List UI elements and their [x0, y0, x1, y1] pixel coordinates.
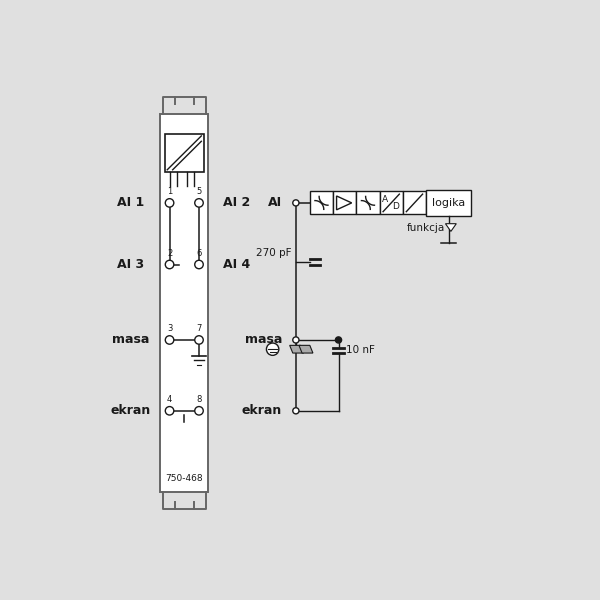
Text: logika: logika: [432, 198, 465, 208]
Circle shape: [266, 343, 279, 355]
Circle shape: [195, 407, 203, 415]
Text: 5: 5: [196, 187, 202, 196]
Text: AI 1: AI 1: [117, 196, 145, 209]
Polygon shape: [445, 224, 457, 232]
Text: 10 nF: 10 nF: [346, 346, 375, 355]
Circle shape: [293, 408, 299, 414]
Bar: [333, 191, 356, 214]
Bar: [403, 191, 426, 214]
Polygon shape: [337, 196, 352, 210]
Text: ekran: ekran: [110, 404, 151, 418]
Circle shape: [165, 336, 174, 344]
Text: funkcja: funkcja: [406, 223, 445, 233]
Text: AI: AI: [268, 196, 282, 209]
Text: 2: 2: [167, 249, 172, 258]
Bar: [380, 191, 403, 214]
Text: masa: masa: [245, 334, 282, 346]
Text: 3: 3: [167, 325, 172, 334]
Text: D: D: [392, 202, 398, 211]
Bar: [160, 115, 208, 491]
Circle shape: [165, 260, 174, 269]
Text: ekran: ekran: [242, 404, 282, 418]
Circle shape: [195, 199, 203, 207]
Circle shape: [195, 260, 203, 269]
Text: 1: 1: [167, 187, 172, 196]
Text: 6: 6: [196, 249, 202, 258]
Circle shape: [195, 336, 203, 344]
Polygon shape: [290, 346, 304, 353]
Polygon shape: [299, 346, 313, 353]
Circle shape: [165, 407, 174, 415]
Circle shape: [335, 337, 341, 343]
Text: AI 2: AI 2: [223, 196, 250, 209]
Bar: [356, 191, 380, 214]
Circle shape: [293, 337, 299, 343]
Circle shape: [293, 200, 299, 206]
Text: 8: 8: [196, 395, 202, 404]
Text: A: A: [382, 195, 388, 204]
Text: 750-468: 750-468: [166, 474, 203, 483]
Text: 270 pF: 270 pF: [257, 248, 292, 259]
Bar: [165, 134, 203, 172]
Circle shape: [165, 199, 174, 207]
Text: AI 3: AI 3: [117, 258, 145, 271]
Text: AI 4: AI 4: [223, 258, 250, 271]
Text: 7: 7: [196, 325, 202, 334]
Text: masa: masa: [112, 334, 149, 346]
Bar: [310, 191, 333, 214]
Text: 4: 4: [167, 395, 172, 404]
Bar: [426, 190, 471, 216]
